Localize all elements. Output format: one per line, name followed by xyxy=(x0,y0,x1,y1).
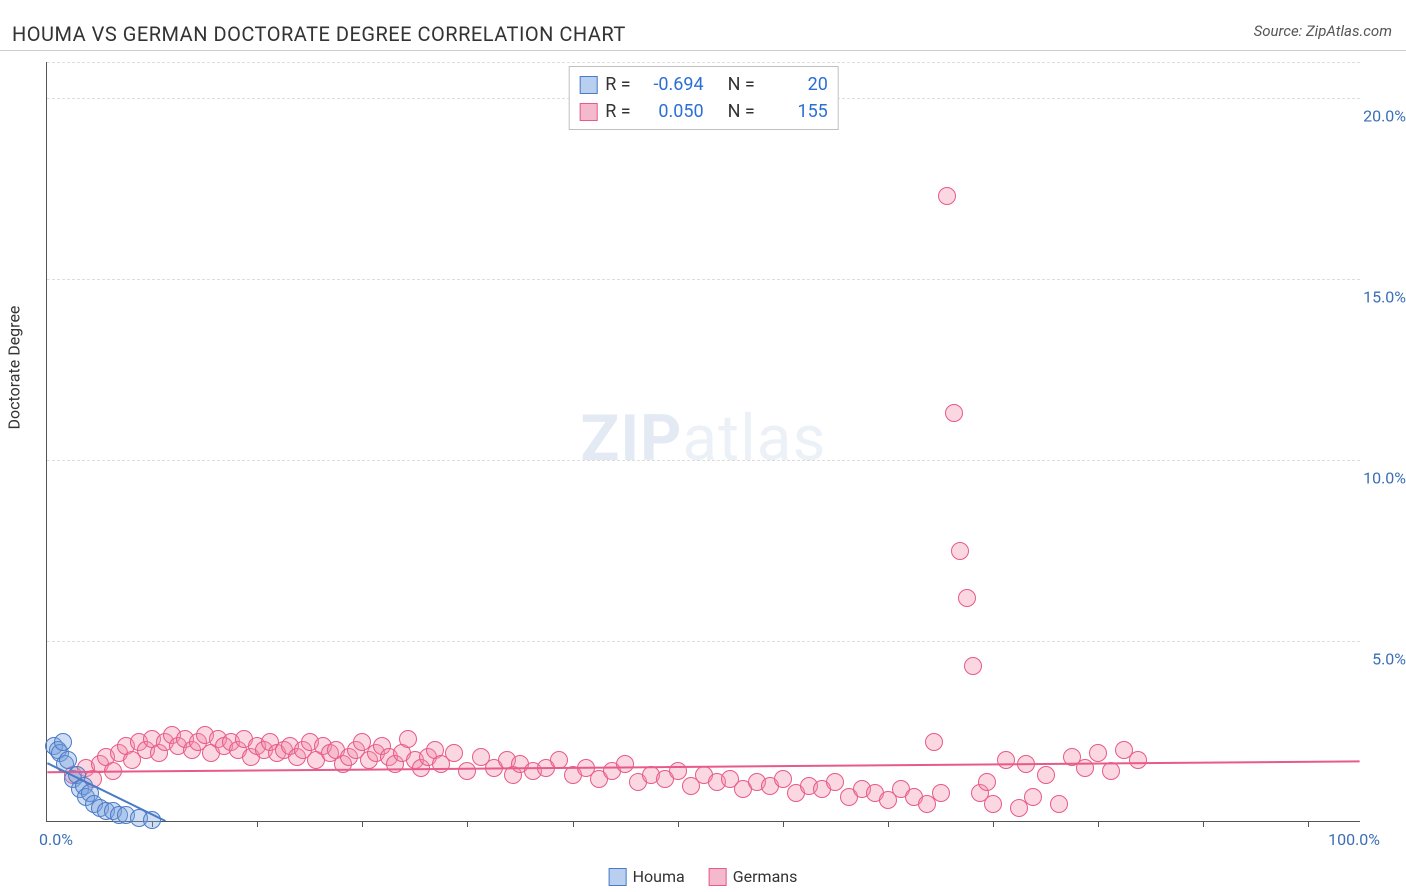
xtick-label-left: 0.0% xyxy=(39,830,73,849)
data-marker xyxy=(932,784,950,802)
data-marker xyxy=(1017,755,1035,773)
ytick-label: 20.0% xyxy=(1346,107,1406,126)
n-value-germans: 155 xyxy=(763,98,828,125)
data-marker xyxy=(945,404,963,422)
xtick xyxy=(257,821,258,827)
legend-label-germans: Germans xyxy=(733,867,798,886)
chart-header: HOUMA VS GERMAN DOCTORATE DEGREE CORRELA… xyxy=(0,0,1406,50)
stats-row-houma: R = -0.694 N = 20 xyxy=(579,71,828,98)
data-marker xyxy=(1102,762,1120,780)
gridline-h xyxy=(47,641,1360,642)
ytick-label: 15.0% xyxy=(1346,288,1406,307)
data-marker xyxy=(938,187,956,205)
data-marker xyxy=(1024,788,1042,806)
xtick xyxy=(467,821,468,827)
data-marker xyxy=(951,542,969,560)
header-divider xyxy=(0,50,1406,51)
data-marker xyxy=(1089,744,1107,762)
data-marker xyxy=(978,773,996,791)
data-marker xyxy=(550,751,568,769)
data-marker xyxy=(1037,766,1055,784)
legend-label-houma: Houma xyxy=(633,867,685,886)
ytick-label: 10.0% xyxy=(1346,469,1406,488)
data-marker xyxy=(104,762,122,780)
watermark: ZIPatlas xyxy=(581,400,827,475)
gridline-h xyxy=(47,62,1360,63)
legend-bottom: Houma Germans xyxy=(609,867,798,886)
xtick xyxy=(573,821,574,827)
n-label: N = xyxy=(728,71,755,98)
xtick xyxy=(1308,821,1309,827)
data-marker xyxy=(669,762,687,780)
data-marker xyxy=(616,755,634,773)
y-axis-label: Doctorate Degree xyxy=(5,306,24,430)
stats-row-germans: R = 0.050 N = 155 xyxy=(579,98,828,125)
data-marker xyxy=(925,733,943,751)
data-marker xyxy=(958,589,976,607)
data-marker xyxy=(984,795,1002,813)
xtick-label-right: 100.0% xyxy=(1328,830,1380,849)
xtick xyxy=(1098,821,1099,827)
xtick xyxy=(993,821,994,827)
r-value-germans: 0.050 xyxy=(639,98,704,125)
data-marker xyxy=(1129,751,1147,769)
data-marker xyxy=(143,811,161,829)
r-label: R = xyxy=(605,98,630,125)
r-label: R = xyxy=(605,71,630,98)
gridline-h xyxy=(47,460,1360,461)
data-marker xyxy=(774,770,792,788)
xtick xyxy=(783,821,784,827)
data-marker xyxy=(54,733,72,751)
xtick xyxy=(888,821,889,827)
n-value-houma: 20 xyxy=(763,71,828,98)
swatch-germans xyxy=(579,103,597,121)
legend-item-germans: Germans xyxy=(709,867,798,886)
ytick-label: 5.0% xyxy=(1346,650,1406,669)
xtick xyxy=(1203,821,1204,827)
swatch-houma-2 xyxy=(609,868,627,886)
n-label: N = xyxy=(728,98,755,125)
xtick xyxy=(678,821,679,827)
trend-lines-svg xyxy=(47,62,1360,821)
data-marker xyxy=(1050,795,1068,813)
data-marker xyxy=(458,762,476,780)
chart-title: HOUMA VS GERMAN DOCTORATE DEGREE CORRELA… xyxy=(12,22,626,46)
data-marker xyxy=(1076,759,1094,777)
xtick xyxy=(362,821,363,827)
swatch-houma xyxy=(579,76,597,94)
data-marker xyxy=(997,751,1015,769)
data-marker xyxy=(445,744,463,762)
swatch-germans-2 xyxy=(709,868,727,886)
source-label: Source: ZipAtlas.com xyxy=(1254,22,1392,40)
data-marker xyxy=(399,730,417,748)
stats-legend-box: R = -0.694 N = 20 R = 0.050 N = 155 xyxy=(568,66,839,130)
data-marker xyxy=(964,657,982,675)
r-value-houma: -0.694 xyxy=(639,71,704,98)
data-marker xyxy=(826,773,844,791)
scatter-plot-area: ZIPatlas R = -0.694 N = 20 R = 0.050 N =… xyxy=(46,62,1360,822)
legend-item-houma: Houma xyxy=(609,867,685,886)
gridline-h xyxy=(47,279,1360,280)
